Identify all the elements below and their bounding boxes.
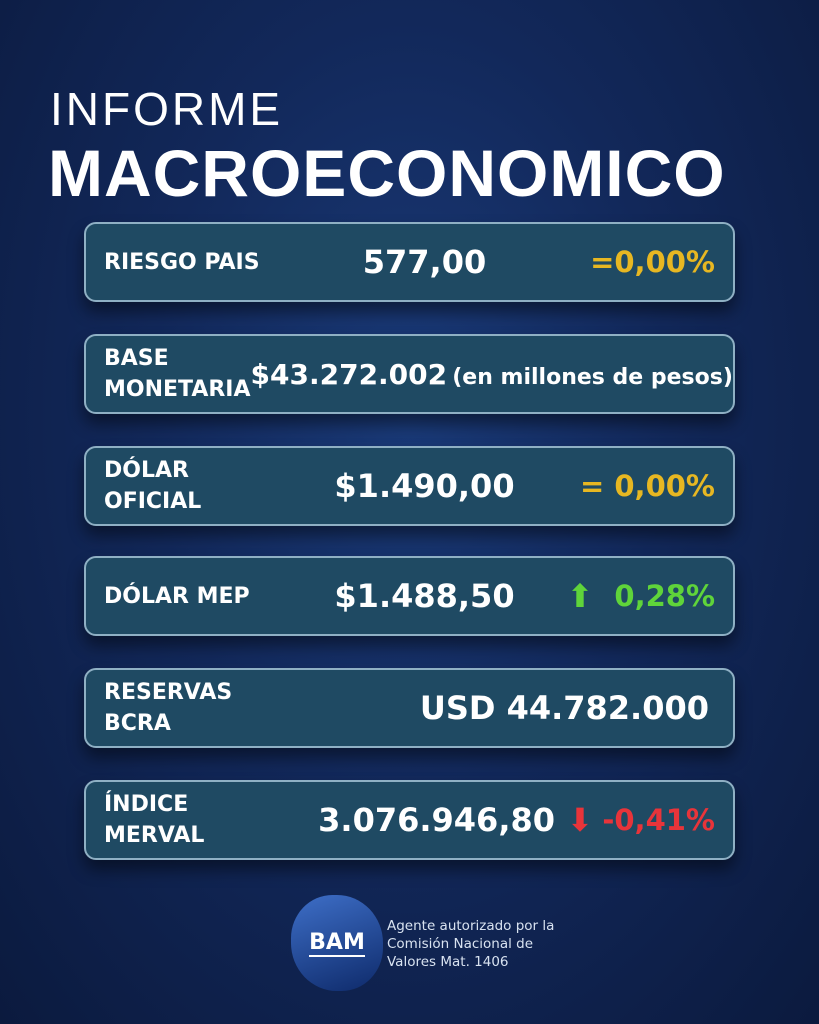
card-label: ÍNDICE MERVAL (104, 789, 284, 851)
arrow-down-icon: ⬇ (566, 801, 594, 839)
card-value: $1.490,00 (334, 467, 515, 505)
card-unit: (en millones de pesos) (452, 364, 733, 390)
card-change: = 0,00% (579, 469, 715, 503)
card-label: DÓLAR MEP (104, 583, 250, 609)
bam-logo: BAM (291, 895, 383, 991)
arrow-up-icon: ⬆ (566, 577, 594, 615)
card-indice-merval: ÍNDICE MERVAL 3.076.946,80 ⬇ -0,41% (84, 780, 735, 860)
card-value: USD 44.782.000 (419, 689, 709, 727)
footer-line1: Agente autorizado por la (387, 918, 555, 934)
card-reservas-bcra: RESERVAS BCRA USD 44.782.000 (84, 668, 735, 748)
title-line2: MACROECONOMICO (48, 136, 726, 210)
label-line2: BCRA (104, 711, 171, 736)
card-value: $1.488,50 (334, 577, 515, 615)
card-label: DÓLAR OFICIAL (104, 455, 284, 517)
label-line1: ÍNDICE (104, 792, 189, 817)
card-value: 577,00 (362, 243, 487, 281)
footer-line2: Comisión Nacional de (387, 936, 534, 952)
card-value-group: $43.272.002 (en millones de pesos) (251, 358, 733, 391)
card-dolar-mep: DÓLAR MEP $1.488,50 ⬆ 0,28% (84, 556, 735, 636)
label-line1: DÓLAR (104, 458, 189, 483)
card-value: 3.076.946,80 (318, 801, 555, 839)
card-base-monetaria: BASE MONETARIA $43.272.002 (en millones d… (84, 334, 735, 414)
title-line1: INFORME (50, 83, 284, 135)
card-value: $43.272.002 (250, 357, 448, 391)
label-line1: RESERVAS (104, 680, 233, 705)
label-line1: BASE (104, 346, 169, 371)
label-line2: OFICIAL (104, 489, 202, 514)
label-line2: MERVAL (104, 823, 205, 848)
card-change: =0,00% (590, 245, 715, 279)
card-label: BASE MONETARIA (104, 343, 251, 405)
card-label: RESERVAS BCRA (104, 677, 284, 739)
card-riesgo-pais: RIESGO PAIS 577,00 =0,00% (84, 222, 735, 302)
footer-line3: Valores Mat. 1406 (387, 954, 509, 970)
label-line2: MONETARIA (104, 377, 251, 402)
card-dolar-oficial: DÓLAR OFICIAL $1.490,00 = 0,00% (84, 446, 735, 526)
card-change: 0,28% (614, 579, 715, 613)
logo-text: BAM (309, 929, 365, 957)
footer-disclaimer: Agente autorizado por la Comisión Nacion… (387, 917, 554, 971)
card-change: -0,41% (602, 803, 715, 837)
card-label: RIESGO PAIS (104, 249, 260, 275)
